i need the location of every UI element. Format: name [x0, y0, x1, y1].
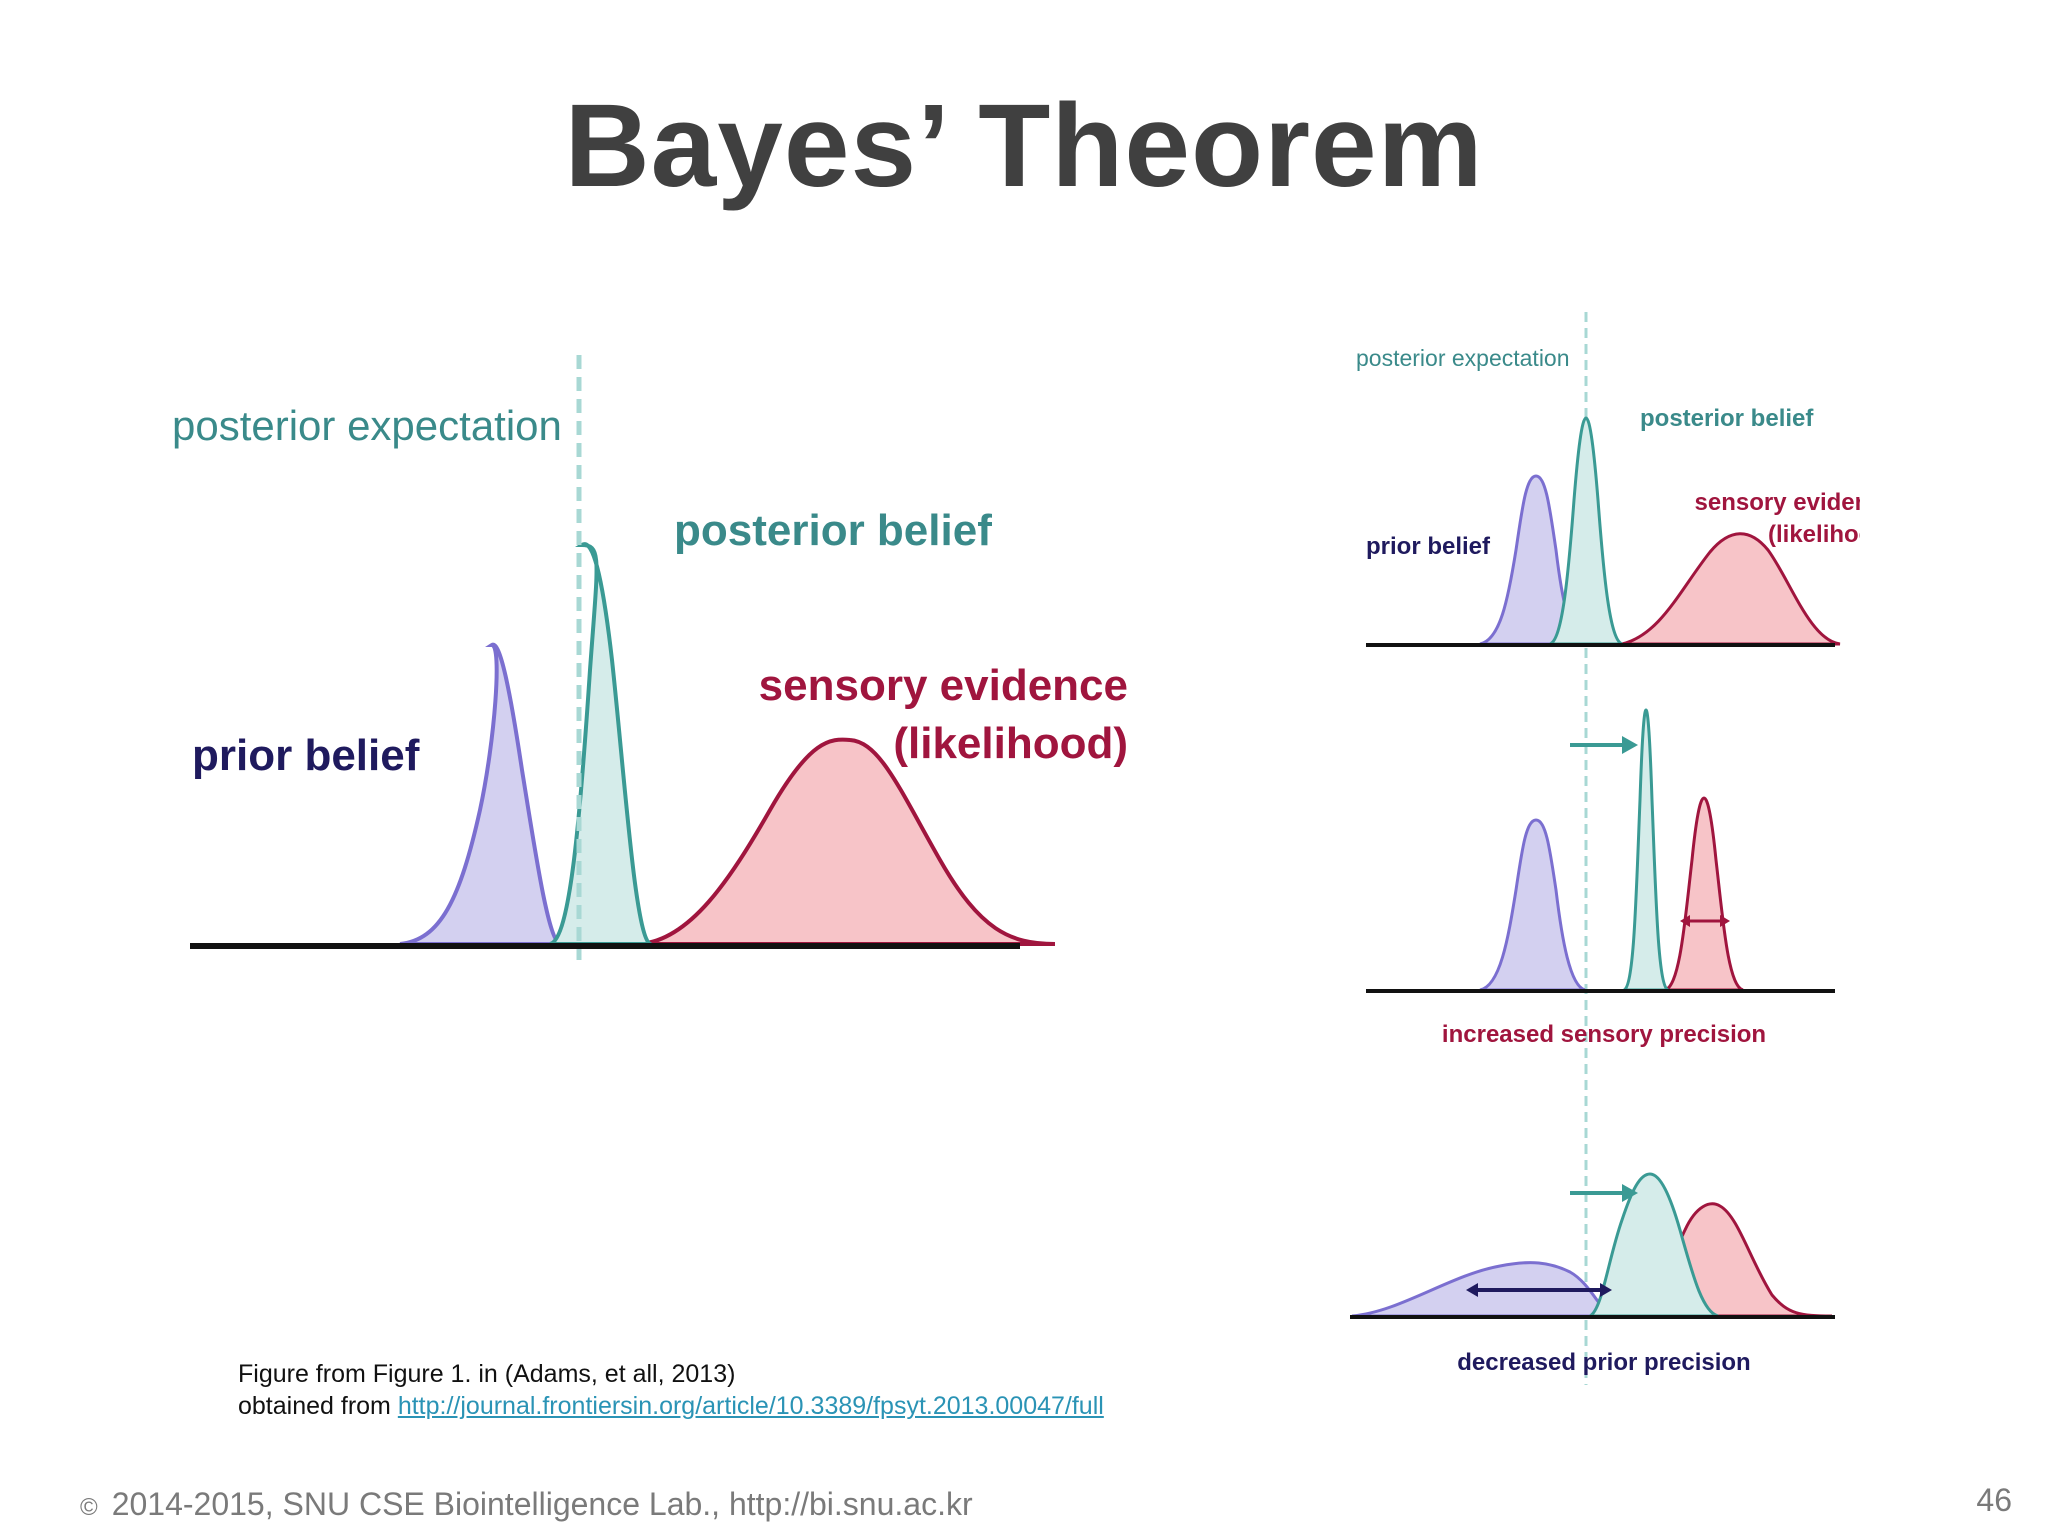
panel2-precision-arrowhead-right — [1720, 915, 1730, 927]
figure-caption: Figure from Figure 1. in (Adams, et all,… — [238, 1358, 1104, 1422]
slide-title: Bayes’ Theorem — [564, 80, 1484, 212]
panel1-likelihood-curve — [1621, 532, 1841, 646]
side-likelihood-label: (likelihood) — [1768, 521, 1860, 548]
main-prior-curve — [399, 642, 562, 946]
panel1-posterior-curve — [1549, 416, 1623, 646]
side-posterior-expectation-label: posterior expectation — [1356, 345, 1570, 371]
panel2-likelihood-curve — [1664, 796, 1744, 992]
caption-line-1: Figure from Figure 1. in (Adams, et all,… — [238, 1360, 736, 1388]
caption-line-2: obtained from http://journal.frontiersin… — [238, 1390, 1104, 1422]
panel2-prior-curve — [1479, 818, 1586, 992]
main-posterior-expectation-label: posterior expectation — [172, 402, 562, 449]
main-prior-belief-label: prior belief — [192, 731, 420, 780]
side-bayes-figure: posterior expectation posterior belief s… — [1350, 312, 1860, 1385]
source-link[interactable]: http://journal.frontiersin.org/article/1… — [397, 1392, 1104, 1420]
panel2-precision-arrowhead-left — [1680, 915, 1690, 927]
copyright-symbol: © — [80, 1494, 98, 1521]
side-prior-belief-label: prior belief — [1366, 533, 1491, 560]
panel3-precision-arrowhead-right — [1600, 1283, 1612, 1297]
main-likelihood-label: (likelihood) — [893, 719, 1128, 768]
side-posterior-belief-label: posterior belief — [1640, 405, 1814, 432]
side-panel-2: increased sensory precision — [1366, 708, 1835, 1048]
side-panel-1: posterior expectation posterior belief s… — [1356, 345, 1860, 647]
panel3-caption: decreased prior precision — [1457, 1349, 1750, 1376]
panel2-shift-arrowhead — [1622, 736, 1638, 754]
panel3-shift-arrowhead — [1622, 1184, 1638, 1202]
footer-text: 2014-2015, SNU CSE Biointelligence Lab.,… — [111, 1486, 973, 1522]
panel2-caption: increased sensory precision — [1442, 1021, 1766, 1048]
side-sensory-evidence-label: sensory evidence — [1695, 489, 1860, 516]
footer: © 2014-2015, SNU CSE Biointelligence Lab.… — [80, 1486, 973, 1523]
panel2-posterior-curve — [1622, 708, 1670, 992]
main-posterior-curve — [549, 542, 658, 946]
main-likelihood-curve — [639, 737, 1056, 946]
page-number: 46 — [1976, 1482, 2012, 1518]
main-sensory-evidence-label: sensory evidence — [759, 661, 1128, 710]
panel3-precision-arrowhead-left — [1466, 1283, 1478, 1297]
caption-prefix: obtained from — [238, 1392, 398, 1420]
panel3-posterior-curve — [1589, 1172, 1719, 1318]
main-posterior-belief-label: posterior belief — [674, 506, 992, 555]
side-panel-3: decreased prior precision — [1350, 1172, 1835, 1376]
main-bayes-figure: posterior expectation posterior belief s… — [172, 355, 1128, 960]
